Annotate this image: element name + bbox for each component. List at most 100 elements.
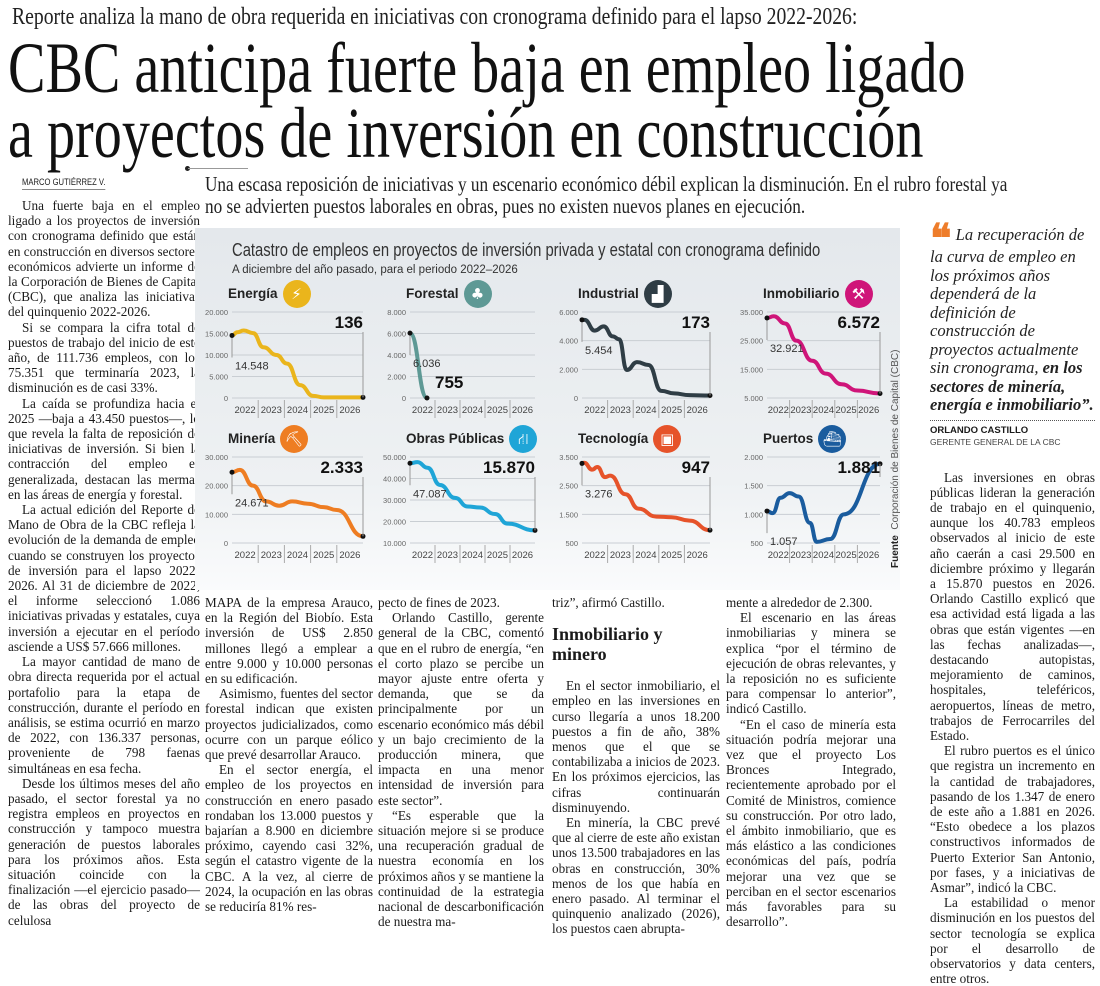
x-tick-label: 2022 [235,550,256,561]
y-tick-label: 0 [224,539,228,548]
y-tick-label: 0 [574,394,578,403]
chart-source: Fuente Corporación de Bienes de Capital … [890,350,901,568]
y-tick-label: 20.000 [383,518,406,527]
x-tick-label: 2023 [261,405,282,416]
end-value-label: 755 [435,373,463,392]
start-value-label: 5.454 [585,345,613,357]
x-tick-label: 2023 [437,550,458,561]
x-tick-label: 2022 [235,405,256,416]
start-value-label: 6.036 [413,358,441,370]
x-tick-label: 2026 [339,405,360,416]
panel-header: Forestal♣ [406,280,492,308]
x-tick-label: 2024 [462,550,483,561]
x-tick-label: 2023 [437,405,458,416]
x-tick-label: 2023 [610,550,631,561]
road-icon: ⛙ [509,425,537,453]
panel-header: Minería ⛏ [228,425,308,453]
x-tick-label: 2024 [635,405,656,416]
y-tick-label: 6.000 [559,308,578,317]
y-tick-label: 30.000 [205,453,228,462]
chip-icon: ▣ [653,425,681,453]
start-point [408,331,413,336]
body-column-d: mente a alrededor de 2.300. El escenario… [726,595,896,929]
start-point [580,317,585,322]
y-tick-label: 8.000 [387,308,406,317]
end-value-label: 15.870 [483,458,535,477]
y-tick-label: 15.000 [740,365,763,374]
start-point [230,470,235,475]
y-tick-label: 25.000 [740,337,763,346]
y-tick-label: 30.000 [383,496,406,505]
source-text: Corporación de Bienes de Capital (CBC) [890,350,901,530]
x-tick-label: 2024 [635,550,656,561]
paragraph: La estabilidad o menor disminución en lo… [930,895,1095,986]
start-value-label: 24.671 [235,497,269,509]
panel-header: Inmobiliario⚒ [763,280,873,308]
paragraph: El escenario en las áreas inmobiliarias … [726,610,896,716]
y-tick-label: 6.000 [387,330,406,339]
x-tick-label: 2026 [512,405,533,416]
panel-title: Forestal [406,286,459,302]
y-tick-label: 40.000 [383,475,406,484]
x-tick-label: 2025 [487,405,508,416]
body-column-left: Una fuerte baja en el empleo ligado a lo… [8,198,200,928]
quote-author-role: GERENTE GENERAL DE LA CBC [930,437,1095,448]
pull-quote: ❝ La recuperación de la curva de empleo … [930,226,1095,415]
body-column-c: triz”, afirmó Castillo. Inmobiliario y m… [552,595,720,937]
panel-title: Obras Públicas [406,431,504,447]
paragraph: Una fuerte baja en el empleo ligado a lo… [8,198,200,320]
panel-title: Minería [228,431,275,447]
start-point [230,333,235,338]
y-tick-label: 500 [750,539,763,548]
paragraph: En el sector inmobiliario, el empleo en … [552,678,720,815]
paragraph: pecto de fines de 2023. [378,595,544,610]
y-tick-label: 2.000 [387,373,406,382]
x-tick-label: 2025 [836,550,857,561]
mine-cart-icon: ⛏ [280,425,308,453]
y-tick-label: 10.000 [205,510,228,519]
end-value-label: 173 [682,313,710,332]
y-tick-label: 5.000 [209,373,228,382]
x-tick-label: 2022 [412,405,433,416]
x-tick-label: 2026 [339,550,360,561]
end-value-label: 1.881 [837,458,880,477]
x-tick-label: 2026 [858,550,879,561]
divider [930,420,1095,421]
y-tick-label: 20.000 [205,482,228,491]
panel-header: Tecnología▣ [578,425,681,453]
y-tick-label: 10.000 [383,539,406,548]
right-rail: ❝ La recuperación de la curva de empleo … [930,226,1095,986]
x-tick-label: 2026 [858,405,879,416]
x-tick-label: 2022 [412,550,433,561]
subheading: Inmobiliario y minero [552,624,720,664]
ship-icon: ⛴ [818,425,846,453]
y-tick-label: 3.500 [559,453,578,462]
y-tick-label: 1.500 [744,482,763,491]
deck: Una escasa reposición de iniciativas y u… [205,173,1009,217]
panel-title: Industrial [578,286,639,302]
paragraph: Desde los últimos meses del año pasado, … [8,776,200,928]
start-point [408,461,413,466]
start-point [580,461,585,466]
x-tick-label: 2025 [487,550,508,561]
x-tick-label: 2026 [512,550,533,561]
y-tick-label: 4.000 [559,337,578,346]
factory-icon: ▟ [644,280,672,308]
y-tick-label: 1.500 [559,510,578,519]
paragraph: Las inversiones en obras públicas lidera… [930,470,1095,744]
chart-infographic: Catastro de empleos en proyectos de inve… [195,228,900,590]
y-tick-label: 2.000 [559,365,578,374]
source-label: Fuente [890,535,901,568]
paragraph: triz”, afirmó Castillo. [552,595,720,610]
crane-icon: ⚒ [845,280,873,308]
x-tick-label: 2022 [768,405,789,416]
byline: MARCO GUTIÉRREZ V. [22,177,105,190]
x-tick-label: 2023 [261,550,282,561]
start-point [765,509,770,514]
y-tick-label: 500 [565,539,578,548]
